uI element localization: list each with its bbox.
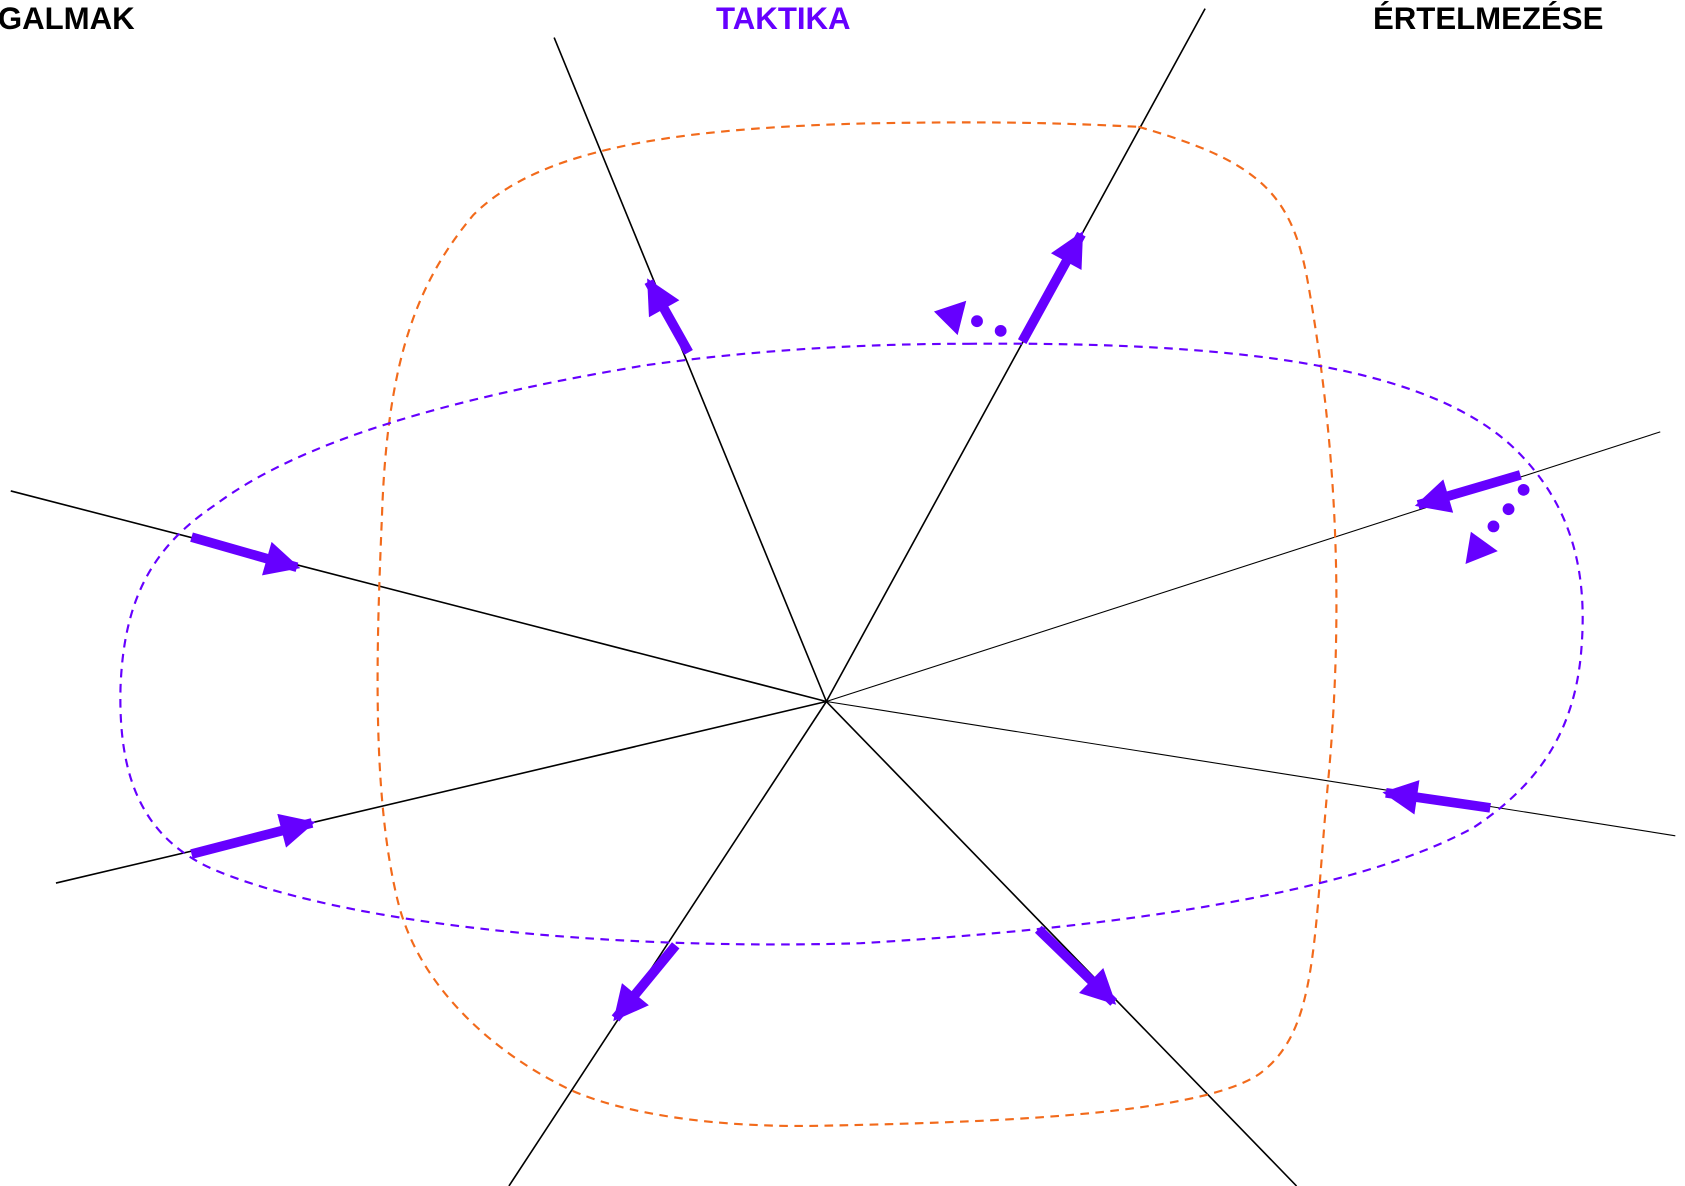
dotted-arrows <box>933 300 1530 564</box>
axis-line <box>826 431 1661 703</box>
axis-line <box>826 700 1676 837</box>
center-label: TAKTIKA <box>716 1 851 36</box>
arrow <box>1017 231 1086 344</box>
arrow <box>1414 470 1522 513</box>
axis-line <box>10 490 827 703</box>
left-label: GALMAK <box>0 1 135 36</box>
arrow-head <box>933 300 967 336</box>
axis-line <box>825 8 1206 702</box>
axis-line <box>508 701 828 1186</box>
arrows <box>190 231 1522 1022</box>
dot <box>1517 483 1530 496</box>
axes <box>10 8 1676 1186</box>
dot <box>1502 503 1515 516</box>
arrow <box>190 813 316 859</box>
arrow <box>1034 925 1118 1006</box>
axis-line <box>55 700 827 884</box>
dot <box>971 315 983 328</box>
arrow <box>644 278 693 355</box>
orange-boundary <box>376 121 1338 1128</box>
arrow <box>190 532 301 576</box>
arrow-head <box>1465 531 1498 564</box>
arrow <box>611 942 680 1022</box>
dot <box>994 324 1007 337</box>
right-label: ÉRTELMEZÉSE <box>1373 1 1603 36</box>
purple-boundary <box>119 342 1584 946</box>
axis-line <box>553 37 828 702</box>
arrow <box>1382 780 1491 815</box>
axis-line <box>825 700 1298 1186</box>
dot <box>1487 520 1500 533</box>
